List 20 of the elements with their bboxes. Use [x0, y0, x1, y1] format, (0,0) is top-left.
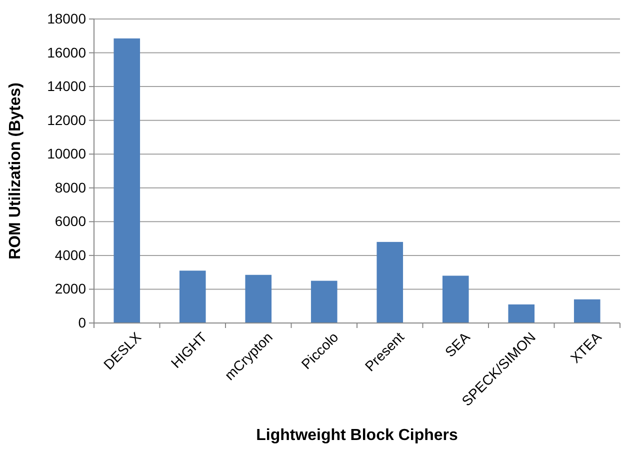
y-tick-label: 12000 [47, 112, 86, 128]
y-tick-label: 8000 [54, 179, 86, 196]
y-tick-label: 14000 [47, 78, 86, 94]
bar [310, 280, 338, 323]
y-tick-label: 4000 [54, 246, 86, 263]
y-tick-label: 6000 [54, 213, 86, 230]
y-tick-label: 10000 [47, 146, 86, 162]
y-axis-title: ROM Utilization (Bytes) [7, 82, 24, 260]
y-tick-label: 2000 [54, 280, 86, 297]
bar [179, 270, 206, 323]
x-axis-title: Lightweight Block Ciphers [256, 427, 458, 444]
bar [376, 242, 404, 323]
bar [114, 38, 140, 323]
bar [508, 304, 535, 323]
bar [574, 299, 600, 323]
y-tick-label: 18000 [47, 10, 86, 26]
bar [442, 276, 469, 323]
y-tick-label: 16000 [47, 44, 86, 60]
y-tick-label: 0 [78, 314, 86, 330]
bar [245, 274, 272, 323]
